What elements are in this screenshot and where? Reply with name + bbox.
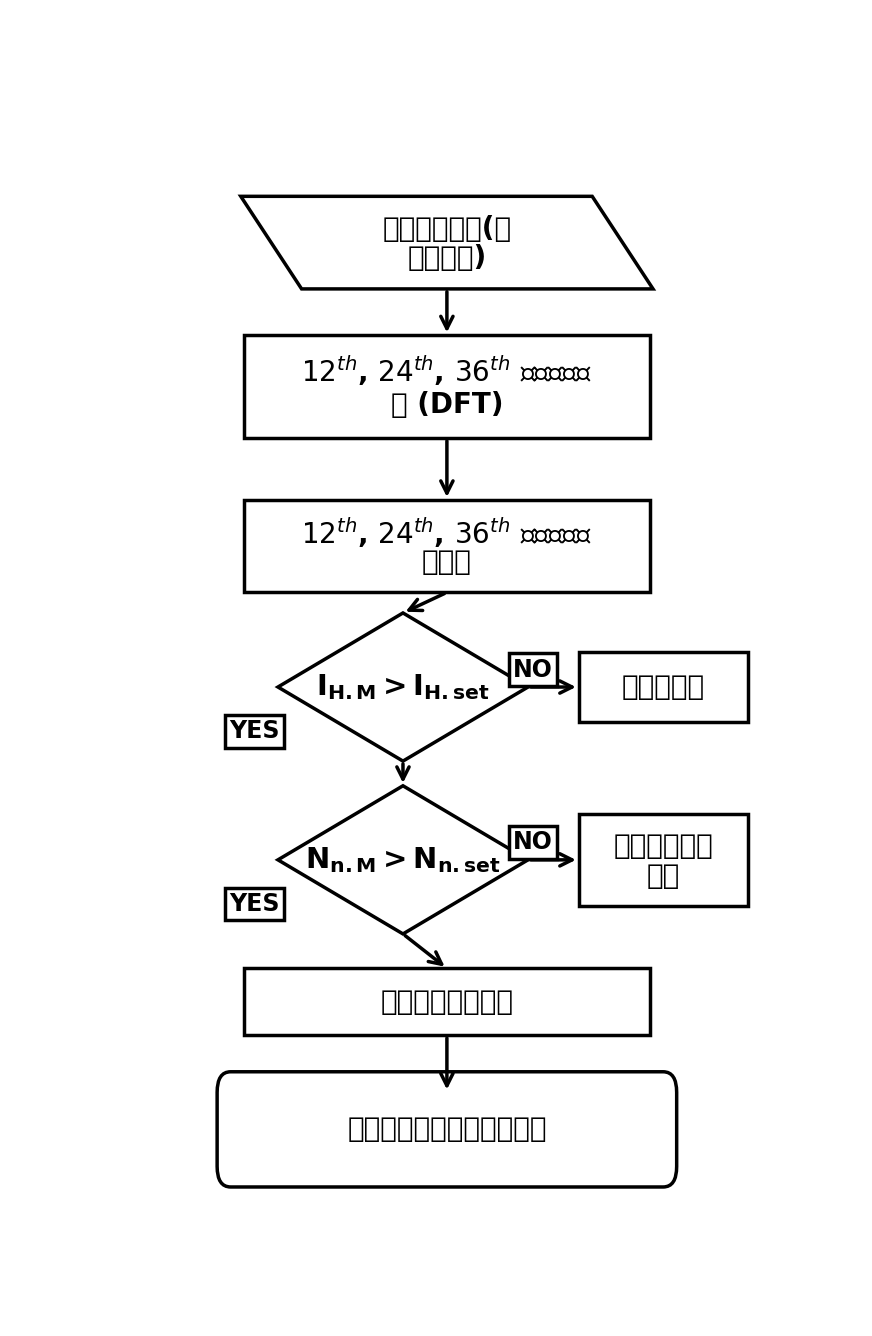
Bar <box>244 335 650 438</box>
Polygon shape <box>241 196 653 289</box>
Text: YES: YES <box>229 892 280 916</box>
Text: 故障: 故障 <box>646 862 680 890</box>
Bar <box>579 814 747 906</box>
Bar <box>244 969 650 1035</box>
Text: $12^{th}$, $24^{th}$, $36^{th}$ 谐波电流脚: $12^{th}$, $24^{th}$, $36^{th}$ 谐波电流脚 <box>302 516 592 550</box>
Text: 直流线路外部: 直流线路外部 <box>613 832 713 860</box>
Polygon shape <box>278 613 528 762</box>
Text: $12^{th}$, $24^{th}$, $36^{th}$ 谐波电流提: $12^{th}$, $24^{th}$, $36^{th}$ 谐波电流提 <box>302 354 592 387</box>
Text: NO: NO <box>513 657 553 681</box>
Bar <box>579 652 747 721</box>
Text: 信号输入缓存(线: 信号输入缓存(线 <box>382 215 512 243</box>
Text: 路端电流): 路端电流) <box>407 244 487 273</box>
Text: 冲计数: 冲计数 <box>422 548 472 576</box>
FancyBboxPatch shape <box>217 1071 677 1186</box>
Text: 出 (DFT): 出 (DFT) <box>391 390 503 418</box>
Text: YES: YES <box>229 719 280 743</box>
Text: $\mathbf{N_{n.M}>N_{n.set}}$: $\mathbf{N_{n.M}>N_{n.set}}$ <box>305 844 501 875</box>
Text: NO: NO <box>513 831 553 854</box>
Text: 系统无故障: 系统无故障 <box>622 673 705 701</box>
Polygon shape <box>278 786 528 934</box>
Bar <box>244 500 650 592</box>
Text: 直流线路故障检出: 直流线路故障检出 <box>380 987 514 1015</box>
Text: 直流线路特征谐波保护动作: 直流线路特征谐波保护动作 <box>347 1116 547 1144</box>
Text: $\mathbf{I_{H.M}>I_{H.set}}$: $\mathbf{I_{H.M}>I_{H.set}}$ <box>316 672 490 701</box>
